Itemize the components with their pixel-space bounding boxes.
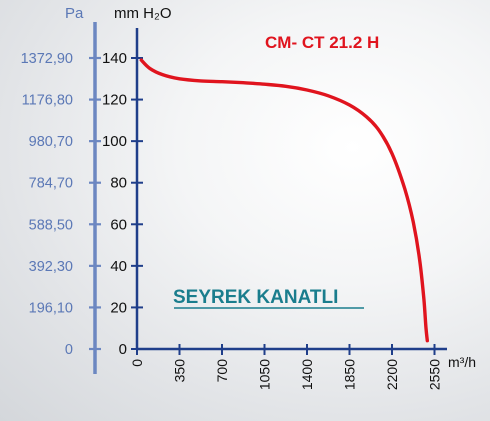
x-tick-label: 1050 [257, 359, 273, 390]
x-axis-unit-label: m³/h [448, 354, 476, 370]
x-tick-label: 0 [129, 359, 145, 367]
pa-tick-label: 1372,90 [21, 51, 73, 67]
pa-tick-label: 196,10 [29, 300, 73, 316]
x-tick-label: 2550 [427, 359, 443, 390]
y-tick-label: 0 [119, 341, 127, 358]
pa-tick-label: 392,30 [29, 259, 73, 275]
pa-tick-label: 980,70 [29, 134, 73, 150]
y-tick-label: 100 [102, 133, 127, 150]
y-tick-label: 120 [102, 92, 127, 109]
pa-tick-label: 784,70 [29, 176, 73, 192]
x-tick-label: 1850 [342, 359, 358, 390]
pa-tick-label: 1176,80 [22, 93, 73, 109]
y-tick-label: 60 [110, 216, 127, 233]
pa-tick-label: 0 [65, 342, 73, 358]
pa-unit-label: Pa [65, 5, 84, 22]
chart-title: CM- CT 21.2 H [265, 33, 379, 52]
y-tick-group: 0 0 20 196,10 40 392,30 60 588,50 80 784,70 100 980… [21, 50, 143, 358]
y-tick-label: 40 [110, 258, 127, 275]
annotation-label: SEYREK KANATLI [173, 287, 338, 308]
x-tick-label: 2200 [384, 359, 400, 390]
x-tick-label: 350 [172, 359, 188, 383]
y-tick-label: 20 [110, 299, 127, 316]
y-tick-label: 80 [110, 175, 127, 192]
x-tick-label: 700 [214, 359, 230, 383]
y-tick-label: 140 [102, 50, 127, 67]
y-axis-unit-label: mm H₂O [114, 5, 171, 22]
x-tick-label: 1400 [299, 359, 315, 390]
x-tick-group: 0 350 700 1050 1400 1850 2200 2550 [129, 344, 443, 390]
pa-tick-label: 588,50 [29, 217, 73, 233]
series-line [139, 58, 429, 343]
